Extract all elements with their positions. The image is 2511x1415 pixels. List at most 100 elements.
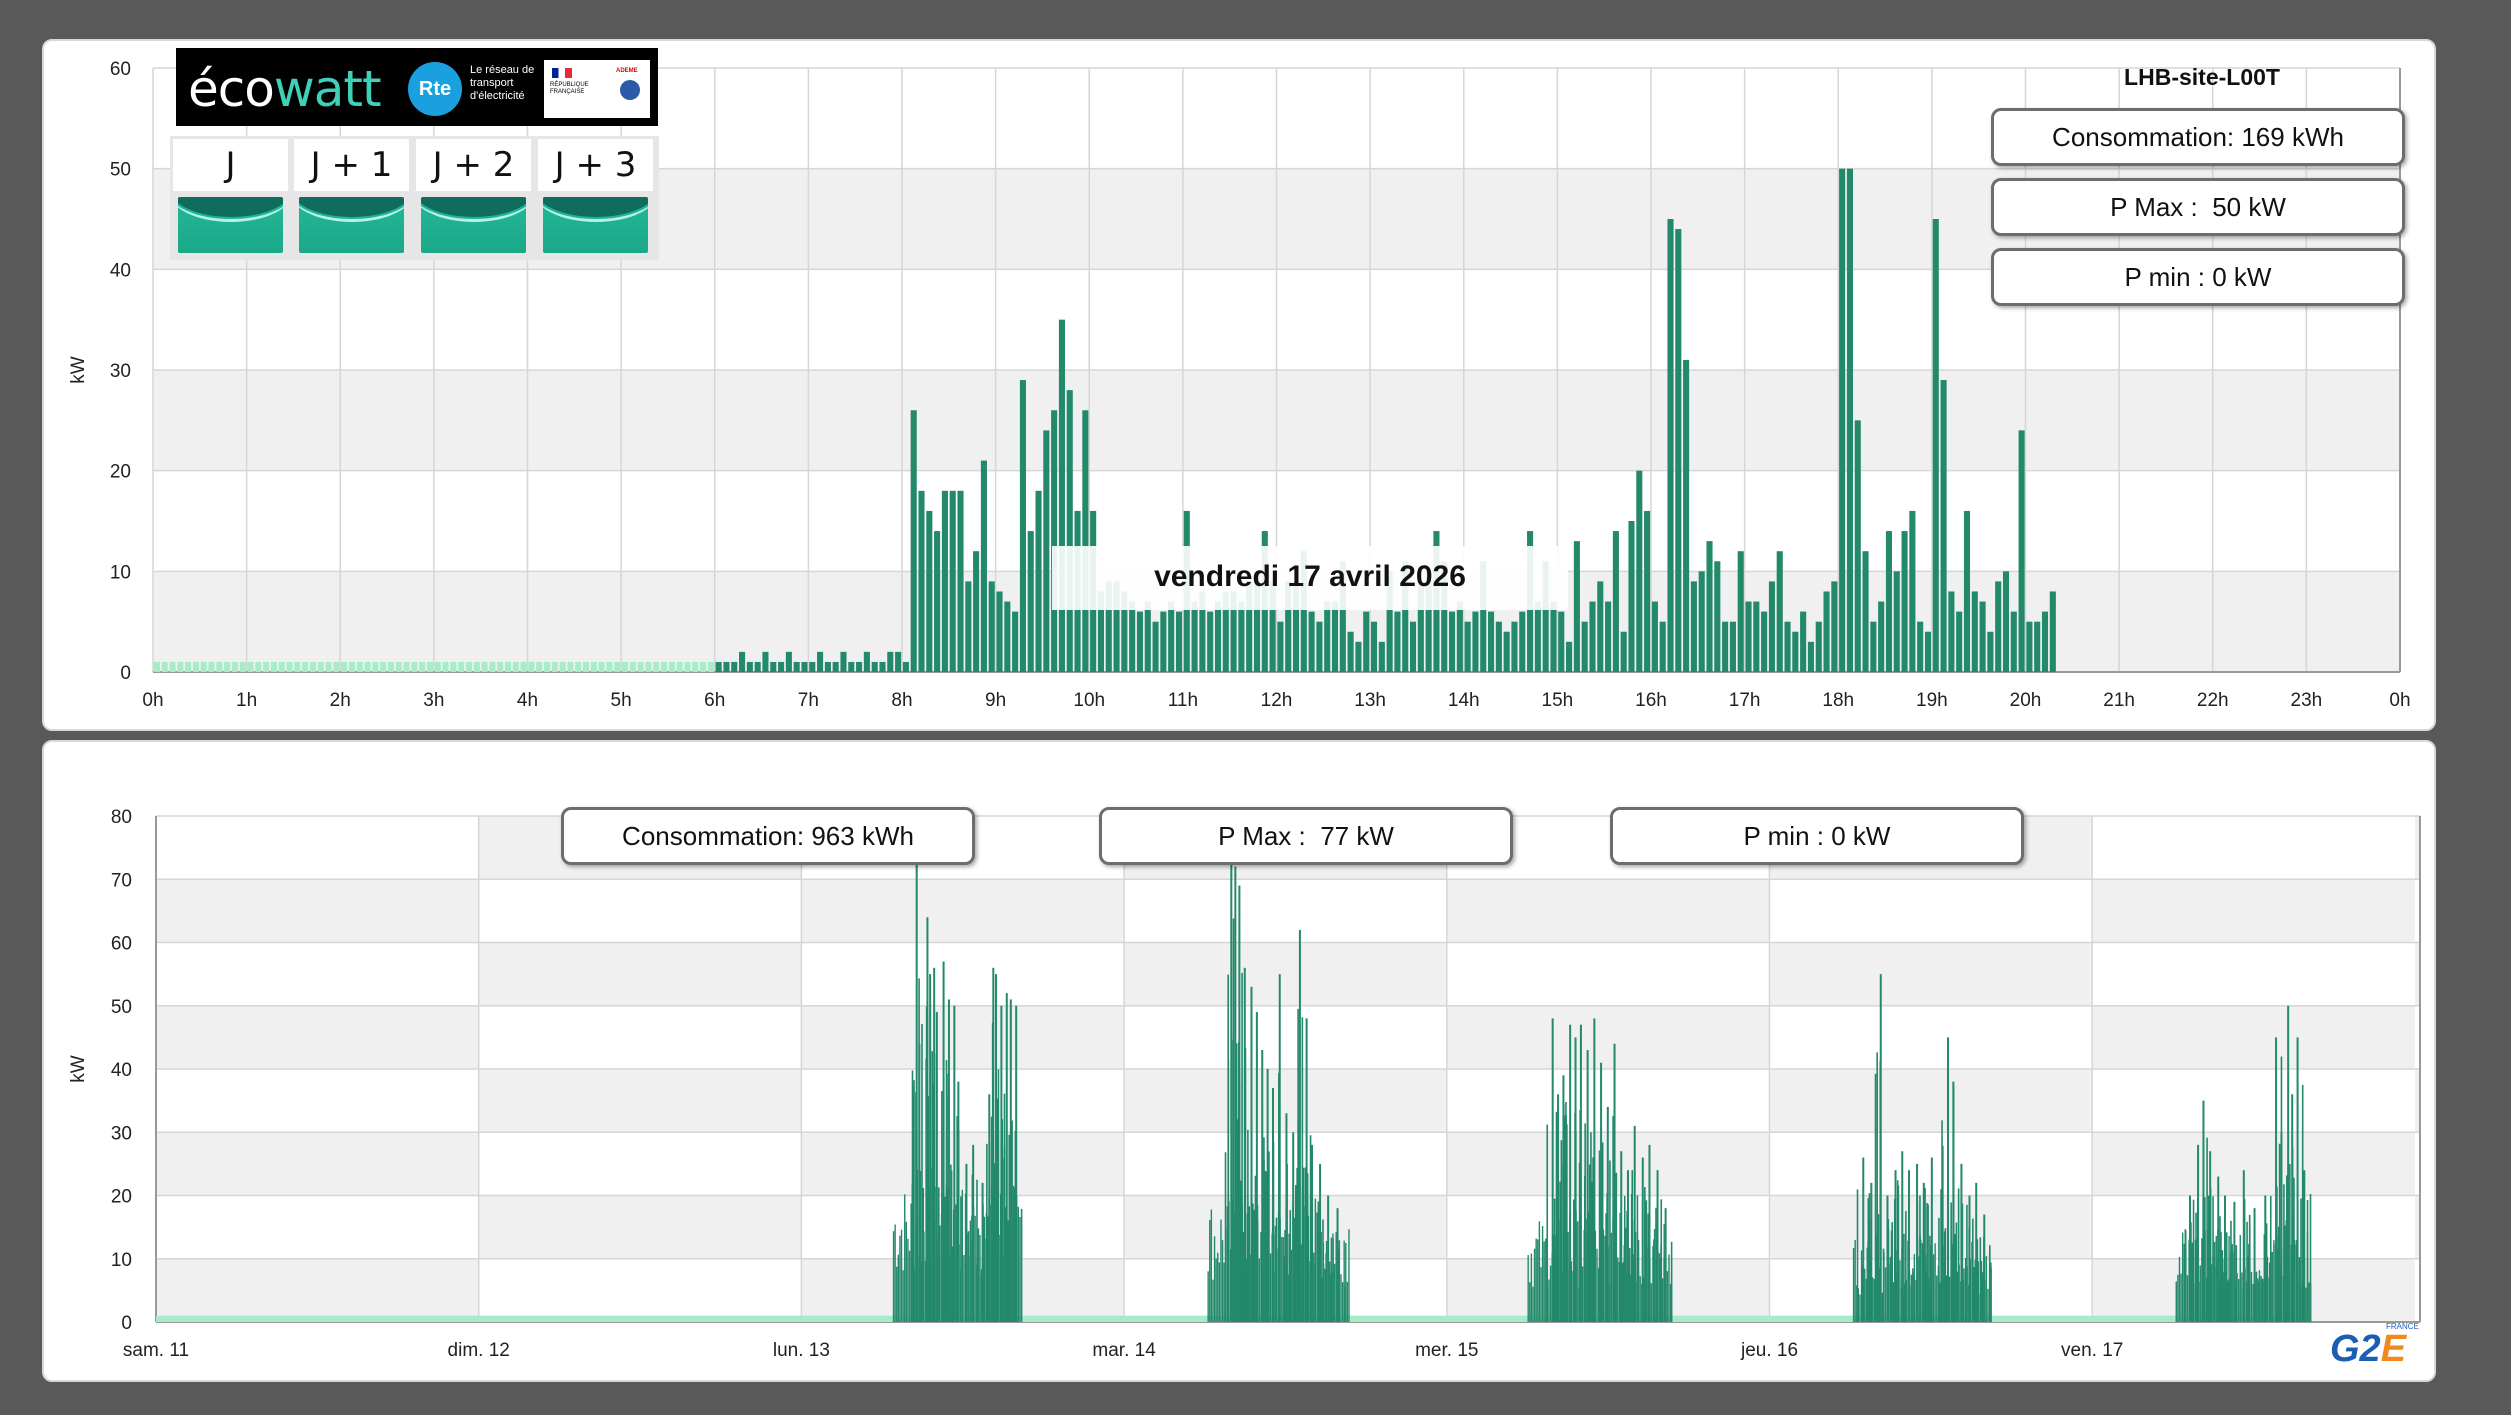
bar-peak: [1309, 1135, 1312, 1322]
bar-peak: [1620, 1151, 1623, 1322]
bar: [1540, 1267, 1542, 1322]
bar: [1051, 410, 1058, 672]
bar: [1058, 319, 1065, 672]
y-tick-label: 10: [110, 562, 131, 583]
y-tick-label: 10: [111, 1250, 132, 1271]
bar: [1831, 581, 1838, 672]
ademe-logo: ADEME: [616, 68, 642, 104]
bar-peak: [2268, 1262, 2271, 1322]
bar: [1214, 601, 1222, 672]
bar-peak: [1670, 1241, 1673, 1322]
bar: [1503, 631, 1510, 672]
bar: [1191, 601, 1198, 672]
bar-peak: [2257, 1280, 2260, 1322]
y-tick-label: 50: [110, 160, 131, 181]
bar: [2002, 571, 2010, 672]
ecowatt-day-j[interactable]: J: [173, 139, 288, 257]
bar-peak: [1305, 1018, 1308, 1322]
bar: [1617, 1257, 1619, 1322]
bar: [1620, 631, 1627, 672]
bar: [1800, 611, 1807, 672]
bar-peak: [1247, 1129, 1249, 1322]
bar-peak: [1343, 1286, 1346, 1322]
bar: [961, 1189, 964, 1322]
bar: [1862, 551, 1869, 672]
bar-estimated: [442, 661, 449, 672]
bar-peak: [1943, 1263, 1946, 1322]
bar-peak: [1615, 1172, 1618, 1322]
bar-peak: [1230, 834, 1233, 1322]
bar: [895, 651, 902, 672]
bar-peak: [945, 1060, 948, 1322]
bar: [1314, 1198, 1317, 1322]
bar: [1761, 611, 1768, 672]
bar: [1012, 1185, 1015, 1322]
bar: [1519, 611, 1526, 672]
bar: [904, 1194, 906, 1322]
y-tick-label: 70: [111, 870, 132, 891]
y-tick-label: 30: [110, 361, 131, 382]
bar: [1338, 1240, 1341, 1322]
ecowatt-day-j2[interactable]: J + 2: [416, 139, 531, 257]
bar-peak: [1981, 1272, 1984, 1322]
bar-peak: [2195, 1212, 2197, 1322]
bar: [1472, 611, 1479, 672]
bar: [1683, 359, 1690, 672]
ecowatt-day-label: J: [173, 139, 288, 191]
bar-peak: [2303, 1170, 2306, 1322]
bar: [1027, 531, 1034, 672]
bar-peak: [1968, 1228, 1970, 1322]
bar-peak: [937, 1213, 940, 1322]
bar: [1859, 1294, 1861, 1322]
bar-peak: [1879, 1060, 1882, 1322]
bar: [1597, 1267, 1600, 1322]
bar-peak: [1268, 1151, 1270, 1322]
x-tick-label: 21h: [2103, 690, 2135, 711]
bar-estimated: [450, 661, 457, 672]
bar: [1284, 1230, 1286, 1322]
republique-francaise-logo: RÉPUBLIQUE FRANÇAISE ADEME: [544, 60, 650, 118]
bar-estimated: [481, 661, 488, 672]
bar: [1378, 641, 1385, 672]
bar-peak: [1593, 1211, 1595, 1322]
ecowatt-day-j1[interactable]: J + 1: [294, 139, 409, 257]
grid-band: [801, 1005, 1125, 1069]
bar-peak: [1601, 1188, 1604, 1322]
bar: [1348, 1229, 1350, 1322]
bar-peak: [1007, 1220, 1010, 1322]
bar-peak: [1648, 1259, 1651, 1322]
bar: [894, 1224, 896, 1322]
bar-estimated: [161, 661, 168, 672]
bar: [1893, 571, 1900, 672]
bar: [1121, 591, 1128, 672]
y-axis-label: kW: [68, 1055, 89, 1083]
x-tick-label: jeu. 16: [1740, 1340, 1798, 1361]
ecowatt-day-j3[interactable]: J + 3: [538, 139, 653, 257]
bar-peak: [1633, 1125, 1636, 1322]
bar: [1136, 611, 1144, 672]
bar-peak: [947, 1073, 950, 1322]
bar-estimated: [208, 661, 215, 672]
bar-estimated: [185, 661, 192, 672]
grid-band: [2414, 879, 2420, 943]
bar: [1581, 1266, 1584, 1322]
bar: [1324, 601, 1331, 672]
bar-peak: [1663, 1258, 1665, 1322]
grid-band: [156, 1258, 479, 1322]
bar-peak: [925, 1058, 927, 1322]
bar-estimated: [356, 661, 363, 672]
bar-peak: [1619, 1212, 1622, 1322]
x-tick-label: 22h: [2197, 690, 2229, 711]
x-tick-label: 17h: [1729, 690, 1761, 711]
bar: [939, 1225, 941, 1322]
bar-peak: [956, 1200, 959, 1322]
x-tick-label: 11h: [1168, 690, 1198, 711]
bar: [949, 490, 956, 672]
bar: [1669, 1284, 1672, 1322]
bar-peak: [1660, 1257, 1662, 1322]
bar-peak: [1011, 1120, 1013, 1322]
bar-peak: [1560, 1204, 1562, 1322]
grid-band: [1769, 1005, 2093, 1069]
bar: [2273, 1240, 2275, 1322]
bar: [2181, 1232, 2184, 1322]
